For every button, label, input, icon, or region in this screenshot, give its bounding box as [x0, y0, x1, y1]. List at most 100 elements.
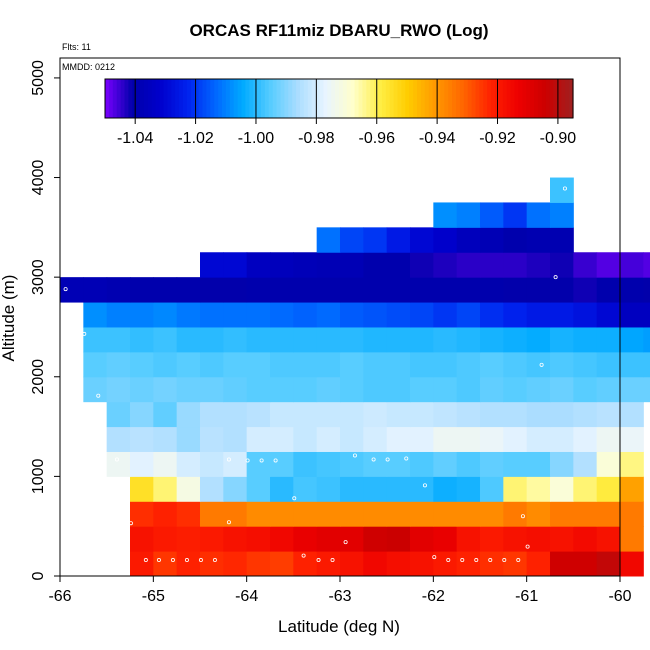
heatmap-cell	[433, 351, 458, 378]
heatmap-cell	[340, 451, 364, 477]
sample-point	[128, 521, 133, 526]
heatmap-cell	[573, 376, 598, 403]
sample-point	[316, 558, 321, 563]
colorbar-segment	[448, 79, 453, 118]
heatmap-cell	[596, 277, 621, 303]
heatmap-cell	[363, 401, 388, 428]
heatmap-cell	[316, 351, 341, 378]
heatmap-cell	[596, 426, 621, 452]
heatmap-cell	[410, 501, 434, 527]
heatmap-cell	[550, 551, 574, 577]
heatmap-cell	[363, 451, 388, 477]
colorbar-segment	[276, 79, 282, 118]
heatmap-cell	[643, 302, 650, 328]
heatmap-cell	[550, 252, 574, 278]
heatmap-cell	[363, 526, 388, 552]
colorbar-segment	[257, 79, 262, 118]
colorbar-segment	[214, 79, 219, 118]
colorbar-tick-label: -0.90	[540, 130, 577, 147]
heatmap-cell	[456, 476, 481, 502]
heatmap-cell	[293, 426, 318, 452]
heatmap-cell	[433, 426, 458, 452]
heatmap-cell	[596, 376, 621, 403]
heatmap-cell	[456, 227, 481, 253]
colorbar-segment	[456, 79, 461, 118]
colorbar-segment	[381, 79, 387, 118]
heatmap-cell	[620, 277, 644, 303]
heatmap-cell	[596, 351, 621, 378]
heatmap-cell	[620, 501, 644, 527]
colorbar-segment	[167, 79, 172, 118]
sample-point	[212, 558, 217, 563]
heatmap-cell	[410, 551, 434, 577]
heatmap-cell	[153, 551, 178, 577]
colorbar-segment	[128, 79, 133, 118]
colorbar-segment	[206, 79, 211, 118]
colorbar-segment	[354, 79, 360, 118]
colorbar-segment	[202, 79, 207, 118]
colorbar-segment	[432, 79, 438, 118]
heatmap-cell	[386, 227, 411, 253]
colorbar-segment	[120, 79, 126, 118]
sample-point	[432, 555, 437, 560]
x-tick-label: -63	[328, 588, 351, 605]
heatmap-cell	[223, 376, 248, 403]
heatmap-cell	[246, 426, 271, 452]
colorbar-segment	[358, 79, 363, 118]
heatmap-cell	[176, 551, 201, 577]
heatmap-cell	[526, 302, 551, 328]
colorbar-segment	[210, 79, 215, 118]
colorbar-segment	[405, 79, 410, 118]
colorbar-segment	[307, 79, 313, 118]
heatmap-cell	[363, 326, 388, 353]
heatmap-cell	[176, 326, 201, 353]
y-axis-label: Altitude (m)	[0, 275, 18, 362]
colorbar-segment	[498, 79, 504, 118]
colorbar-segment	[288, 79, 293, 118]
heatmap-cell	[223, 302, 248, 328]
heatmap-cell	[270, 526, 294, 552]
sample-point	[404, 456, 409, 461]
colorbar-segment	[436, 79, 441, 118]
heatmap-cell	[363, 351, 388, 378]
heatmap-cell	[340, 476, 364, 502]
y-tick-label: 0	[30, 571, 47, 580]
colorbar-segment	[459, 79, 465, 118]
heatmap-cell	[643, 326, 650, 353]
heatmap-cell	[363, 426, 388, 452]
heatmap-cell	[456, 376, 481, 403]
heatmap-cell	[433, 476, 458, 502]
heatmap-cell	[503, 551, 528, 577]
heatmap-cell	[480, 351, 504, 378]
sample-point	[539, 362, 544, 367]
heatmap-cell	[456, 451, 481, 477]
heatmap-cell	[596, 501, 621, 527]
heatmap-cell	[456, 526, 481, 552]
colorbar-segment	[233, 79, 239, 118]
sample-point	[170, 558, 175, 563]
sample-point	[156, 558, 161, 563]
heatmap-cell	[386, 401, 411, 428]
heatmap-cell	[246, 351, 271, 378]
heatmap-cell	[620, 426, 644, 452]
heatmap-cell	[130, 476, 154, 502]
heatmap-cell	[410, 476, 434, 502]
heatmap-cell	[526, 476, 551, 502]
colorbar-segment	[534, 79, 539, 118]
y-axis: 0 1000 2000 3000 4000 5000	[30, 60, 60, 580]
heatmap-cell	[200, 401, 224, 428]
heatmap-cell	[293, 526, 318, 552]
x-tick-label: -62	[422, 588, 445, 605]
heatmap-cell	[130, 277, 154, 303]
sample-point	[273, 458, 278, 463]
heatmap-cell	[270, 302, 294, 328]
heatmap-cell	[526, 526, 551, 552]
sample-point	[143, 558, 148, 563]
sample-point	[371, 457, 376, 462]
colorbar-tick-label: -1.02	[177, 130, 214, 147]
heatmap-cell	[433, 252, 458, 278]
heatmap-cell	[573, 501, 598, 527]
heatmap-cell	[503, 227, 528, 253]
heatmap-cell	[433, 401, 458, 428]
x-tick-label: -65	[142, 588, 165, 605]
